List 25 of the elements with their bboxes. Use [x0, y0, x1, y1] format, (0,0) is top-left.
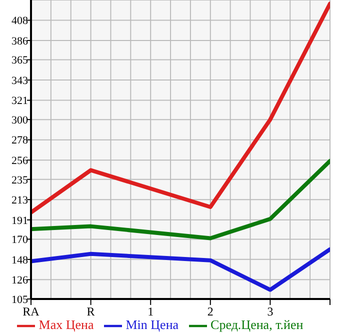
- y-tick-label: 213: [12, 194, 28, 207]
- y-tick-label: 191: [12, 214, 28, 227]
- y-tick-label: 300: [12, 114, 28, 126]
- y-tick-label: 343: [12, 74, 28, 87]
- legend-label: Сред.Цена, т.йен: [210, 316, 304, 332]
- y-tick-label: 170: [12, 234, 28, 246]
- y-tick-label: 256: [12, 154, 28, 167]
- x-tick-label: 3: [267, 304, 274, 319]
- y-tick-label: 365: [12, 54, 28, 67]
- y-tick-label: 148: [12, 254, 28, 266]
- x-tick-label: RA: [22, 304, 40, 319]
- line-series: [31, 158, 330, 240]
- legend-label: Max Цена: [38, 316, 94, 332]
- y-tick-label: 321: [12, 95, 28, 108]
- legend-label: Min Цена: [126, 316, 179, 332]
- y-tick-label: 386: [12, 35, 28, 48]
- y-tick-label: 105: [12, 294, 28, 306]
- x-tick-label: R: [86, 304, 95, 319]
- y-tick-label: 126: [12, 274, 28, 287]
- line-series: [31, 247, 330, 292]
- x-tick-label: 1: [148, 304, 154, 319]
- y-tick-label: 278: [12, 134, 28, 147]
- y-tick-label: 408: [12, 15, 28, 28]
- x-tick-label: 2: [207, 304, 214, 319]
- y-tick-label: 235: [12, 174, 28, 186]
